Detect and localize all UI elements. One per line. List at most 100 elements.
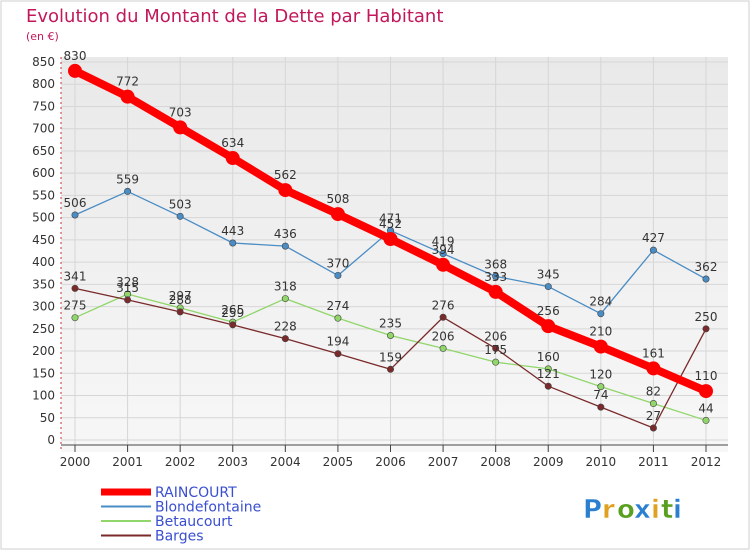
data-point-betaucourt <box>544 365 552 373</box>
data-point-blondefontaine <box>439 250 447 258</box>
y-tick-label: 700 <box>32 122 55 136</box>
data-label-raincourt: 703 <box>169 105 192 119</box>
data-label-raincourt: 394 <box>432 243 455 257</box>
x-tick-label: 2007 <box>428 455 459 469</box>
data-point-barges <box>544 382 552 390</box>
data-label-barges: 228 <box>274 320 297 334</box>
logo-letter: t <box>661 495 673 525</box>
data-label-blondefontaine: 559 <box>116 172 139 186</box>
data-label-raincourt: 210 <box>589 325 612 339</box>
data-point-raincourt <box>225 151 240 166</box>
y-tick-label: 550 <box>32 188 55 202</box>
legend-label-barges: Barges <box>155 529 204 545</box>
data-label-raincourt: 562 <box>274 168 297 182</box>
x-tick-label: 2002 <box>165 455 196 469</box>
data-label-betaucourt: 328 <box>116 275 139 289</box>
data-label-blondefontaine: 419 <box>432 235 455 249</box>
data-point-raincourt <box>383 231 398 246</box>
data-label-raincourt: 333 <box>484 270 507 284</box>
chart-subtitle: (en €) <box>26 30 59 43</box>
data-label-raincourt: 110 <box>695 369 718 383</box>
data-point-raincourt <box>173 120 188 135</box>
logo-letter: o <box>617 495 635 525</box>
x-tick-label: 2005 <box>323 455 354 469</box>
data-point-raincourt <box>68 63 82 78</box>
data-point-raincourt <box>330 207 345 222</box>
data-label-betaucourt: 206 <box>432 329 455 343</box>
x-tick-label: 2000 <box>60 455 91 469</box>
data-label-blondefontaine: 443 <box>221 224 244 238</box>
data-label-blondefontaine: 345 <box>537 268 560 282</box>
data-label-raincourt: 161 <box>642 346 665 360</box>
y-tick-label: 500 <box>32 211 55 225</box>
data-label-raincourt: 772 <box>116 75 139 89</box>
data-point-barges <box>702 325 710 333</box>
data-point-blondefontaine <box>229 239 237 247</box>
data-label-blondefontaine: 503 <box>169 197 192 211</box>
data-point-barges <box>176 308 184 316</box>
data-point-blondefontaine <box>492 272 500 280</box>
data-label-barges: 341 <box>64 269 87 283</box>
x-tick-label: 2010 <box>586 455 617 469</box>
data-point-barges <box>124 296 132 304</box>
data-label-barges: 159 <box>379 350 402 364</box>
data-point-raincourt <box>699 384 713 399</box>
data-point-blondefontaine <box>597 310 605 318</box>
data-point-betaucourt <box>597 383 605 391</box>
y-tick-label: 100 <box>32 389 55 403</box>
data-label-barges: 276 <box>432 298 455 312</box>
y-tick-label: 650 <box>32 144 55 158</box>
data-point-blondefontaine <box>124 187 132 195</box>
data-label-betaucourt: 120 <box>589 368 612 382</box>
legend-label-raincourt: RAINCOURT <box>155 485 237 501</box>
y-tick-label: 150 <box>32 366 55 380</box>
data-label-betaucourt: 44 <box>698 401 713 415</box>
data-point-raincourt <box>120 89 135 104</box>
data-point-betaucourt <box>386 331 394 339</box>
data-label-blondefontaine: 427 <box>642 231 665 245</box>
logo-letter: x <box>634 495 651 525</box>
x-tick-label: 2008 <box>480 455 511 469</box>
data-point-blondefontaine <box>544 283 552 291</box>
data-point-betaucourt <box>334 314 342 322</box>
data-label-blondefontaine: 471 <box>379 212 402 226</box>
y-tick-label: 750 <box>32 99 55 113</box>
data-label-betaucourt: 160 <box>537 350 560 364</box>
data-label-barges: 74 <box>593 388 608 402</box>
data-label-raincourt: 830 <box>64 49 87 63</box>
data-point-barges <box>649 424 657 432</box>
y-tick-label: 250 <box>32 322 55 336</box>
data-point-blondefontaine <box>334 271 342 279</box>
data-label-blondefontaine: 284 <box>589 295 612 309</box>
grid-layer <box>61 57 728 452</box>
y-tick-label: 200 <box>32 344 55 358</box>
data-point-betaucourt <box>71 314 79 322</box>
data-point-barges <box>386 365 394 373</box>
logo-letter: i <box>651 495 660 525</box>
data-label-raincourt: 452 <box>379 217 402 231</box>
y-tick-label: 0 <box>47 433 55 447</box>
data-label-blondefontaine: 362 <box>695 260 718 274</box>
x-tick-label: 2006 <box>375 455 406 469</box>
data-point-raincourt <box>436 257 451 272</box>
data-label-barges: 250 <box>695 310 718 324</box>
data-label-barges: 27 <box>646 409 661 423</box>
data-point-raincourt <box>646 361 661 376</box>
data-point-betaucourt <box>281 295 289 303</box>
data-point-raincourt <box>278 183 293 198</box>
data-point-barges <box>334 350 342 358</box>
x-tick-label: 2011 <box>638 455 669 469</box>
data-label-barges: 206 <box>484 329 507 343</box>
series-layer <box>68 63 713 432</box>
legend-label-blondefontaine: Blondefontaine <box>155 500 261 516</box>
logo-letter: i <box>673 495 682 525</box>
legend-label-betaucourt: Betaucourt <box>155 514 233 530</box>
data-label-blondefontaine: 506 <box>64 196 87 210</box>
data-label-betaucourt: 297 <box>169 289 192 303</box>
y-tick-label: 600 <box>32 166 55 180</box>
data-label-barges: 194 <box>326 335 349 349</box>
y-tick-label: 800 <box>32 77 55 91</box>
